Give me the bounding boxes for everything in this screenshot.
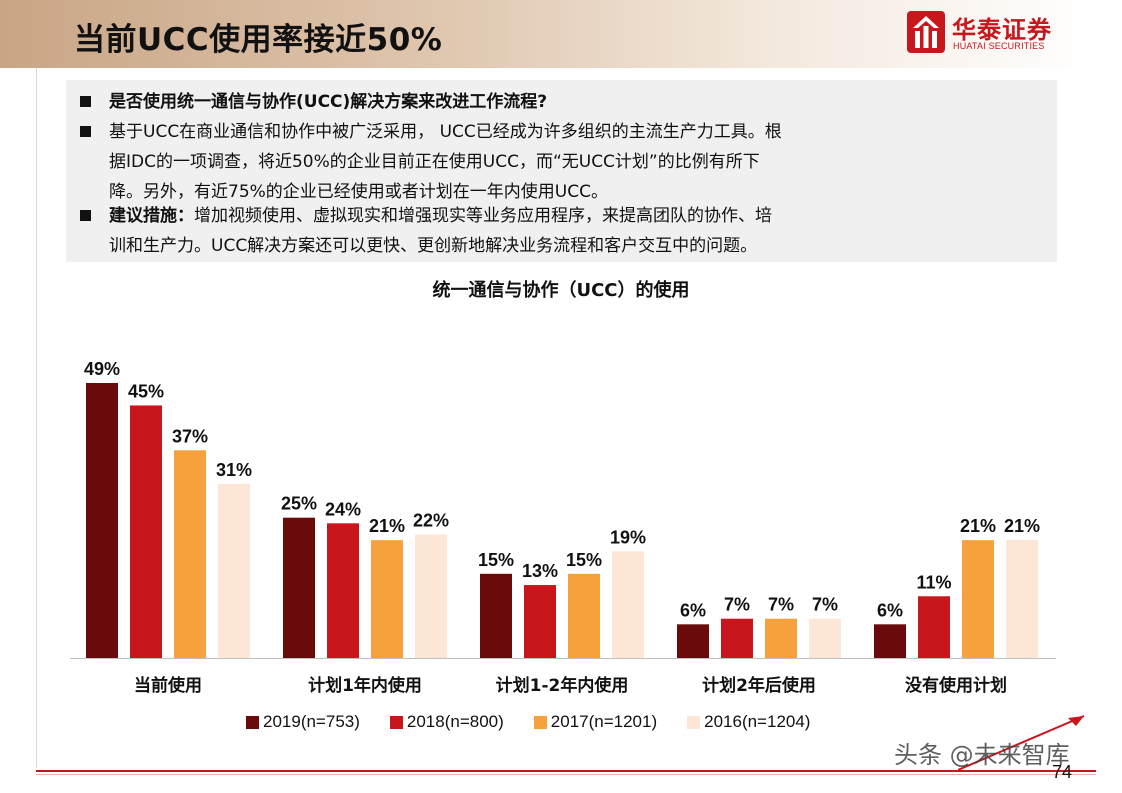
footer-arrow-icon [958, 715, 1085, 771]
bar-value-label: 7% [724, 595, 750, 615]
bar-value-label: 31% [216, 460, 252, 480]
page-title: 当前UCC使用率接近50% [74, 22, 443, 58]
bar [130, 405, 162, 658]
legend-label: 2016(n=1204) [704, 712, 811, 731]
bullet-recommendation: 建议措施：增加视频使用、虚拟现实和增强现实等业务应用程序，来提高团队的协作、培 … [80, 201, 1040, 261]
bar [327, 523, 359, 658]
bar-value-label: 15% [478, 550, 514, 570]
bullet-question: 是否使用统一通信与协作(UCC)解决方案来改进工作流程? [80, 87, 1040, 117]
logo-text-en: HUATAI SECURITIES [953, 41, 1045, 51]
bar [918, 596, 950, 658]
bar-value-label: 21% [960, 516, 996, 536]
bullet-text: 是否使用统一通信与协作(UCC)解决方案来改进工作流程? [109, 92, 548, 112]
bar [1006, 540, 1038, 658]
chart-legend: 2019(n=753) 2018(n=800) 2017(n=1201) 2016(n… [246, 709, 840, 735]
bar [480, 573, 512, 658]
legend-item: 2017(n=1201) [533, 712, 658, 732]
bar [86, 383, 118, 658]
legend-swatch [687, 715, 701, 729]
legend-item: 2018(n=800) [389, 712, 504, 732]
bar [283, 517, 315, 658]
bullet-line: 增加视频使用、虚拟现实和增强现实等业务应用程序，来提高团队的协作、培 [194, 206, 772, 226]
left-rule [36, 68, 37, 768]
category-label: 计划1年内使用 [308, 675, 422, 696]
bullet-line: 基于UCC在商业通信和协作中被广泛采用， UCC已经成为许多组织的主流生产力工具… [109, 122, 782, 142]
footer-rule [36, 770, 1096, 772]
bar-value-label: 6% [877, 600, 903, 620]
summary-box: 是否使用统一通信与协作(UCC)解决方案来改进工作流程? 基于UCC在商业通信和… [66, 80, 1057, 262]
bar-value-label: 19% [610, 527, 646, 547]
bar-value-label: 21% [369, 516, 405, 536]
logo-text-cn: 华泰证券 [952, 16, 1052, 44]
bar [721, 618, 753, 658]
logo-mark-icon [907, 11, 945, 53]
category-label: 当前使用 [134, 675, 202, 696]
bar [612, 551, 644, 658]
bar [415, 534, 447, 658]
legend-swatch [389, 715, 403, 729]
bar [524, 585, 556, 658]
bar [174, 450, 206, 658]
bar-value-label: 24% [325, 499, 361, 519]
bar [809, 618, 841, 658]
company-logo: 华泰证券 HUATAI SECURITIES [906, 10, 1076, 56]
bar-value-label: 15% [566, 550, 602, 570]
bar-value-label: 11% [916, 572, 951, 592]
category-label: 没有使用计划 [905, 675, 1007, 696]
legend-label: 2018(n=800) [406, 712, 504, 731]
bullet-square-icon [80, 210, 91, 221]
category-label: 计划1-2年内使用 [496, 675, 629, 696]
bar-value-label: 7% [812, 595, 838, 615]
chart-title: 统一通信与协作（UCC）的使用 [432, 280, 690, 301]
bullet-bold-lead: 建议措施： [109, 206, 194, 226]
bar [765, 618, 797, 658]
bar [677, 624, 709, 658]
bar-value-label: 21% [1004, 516, 1040, 536]
bar [218, 484, 250, 658]
watermark: 头条 @未来智库 [894, 741, 1070, 769]
header-bar: 当前UCC使用率接近50% 华泰证券 HUATAI SECURITIES [0, 0, 1092, 68]
page-number: 74 [1052, 762, 1073, 782]
legend-label: 2017(n=1201) [550, 712, 658, 731]
legend-swatch [246, 715, 259, 729]
bar [962, 540, 994, 658]
bar [371, 540, 403, 658]
bar [568, 573, 600, 658]
footer-rule-thin [36, 774, 1096, 775]
bar-value-label: 49% [84, 359, 120, 379]
legend-item: 2019(n=753) [246, 712, 360, 732]
legend-item: 2016(n=1204) [687, 712, 810, 732]
bullet-background: 基于UCC在商业通信和协作中被广泛采用， UCC已经成为许多组织的主流生产力工具… [80, 117, 1040, 207]
bar-value-label: 22% [413, 511, 449, 531]
bar-value-label: 25% [281, 494, 317, 514]
bullet-line: 降。另外，有近75%的企业已经使用或者计划在一年内使用UCC。 [109, 182, 608, 202]
bar-value-label: 13% [522, 561, 558, 581]
bar [874, 624, 906, 658]
category-label: 计划2年后使用 [702, 675, 816, 696]
bar-value-label: 45% [128, 381, 164, 401]
bar-value-label: 7% [768, 595, 794, 615]
bullet-square-icon [80, 96, 91, 107]
bar-value-label: 37% [172, 426, 208, 446]
legend-label: 2019(n=753) [263, 712, 360, 731]
bullet-line: 训和生产力。UCC解决方案还可以更快、更创新地解决业务流程和客户交互中的问题。 [109, 236, 758, 256]
legend-swatch [533, 715, 547, 729]
bullet-square-icon [80, 126, 91, 137]
bar-value-label: 6% [680, 600, 706, 620]
bullet-line: 据IDC的一项调查，将近50%的企业目前正在使用UCC，而“无UCC计划”的比例… [109, 152, 760, 172]
